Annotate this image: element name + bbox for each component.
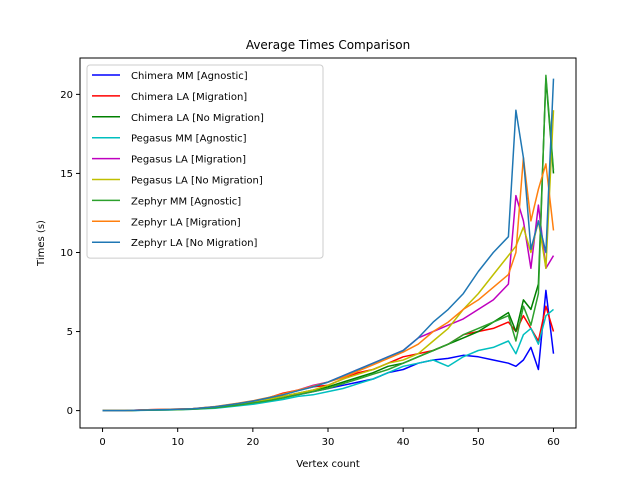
- y-tick-label-4: 20: [60, 90, 73, 101]
- series-layer: [102, 74, 555, 412]
- legend-label-2: Chimera LA [No Migration]: [131, 113, 264, 124]
- legend-label-1: Chimera LA [Migration]: [131, 92, 247, 103]
- x-tick-label-5: 50: [472, 437, 485, 448]
- x-tick-label-6: 60: [547, 437, 560, 448]
- y-tick-label-1: 5: [67, 327, 73, 338]
- x-axis: 0 10 20 30 40 50 60: [99, 428, 560, 448]
- x-tick-label-3: 30: [322, 437, 335, 448]
- series-line-6: [102, 74, 555, 412]
- x-axis-title: Vertex count: [296, 459, 360, 470]
- legend-label-8: Zephyr LA [No Migration]: [131, 238, 258, 249]
- legend-label-0: Chimera MM [Agnostic]: [131, 71, 248, 82]
- y-axis-title: Times (s): [36, 220, 47, 267]
- legend-label-5: Pegasus LA [No Migration]: [131, 176, 263, 187]
- y-tick-label-3: 15: [60, 169, 73, 180]
- x-tick-label-1: 10: [171, 437, 184, 448]
- legend: Chimera MM [Agnostic] Chimera LA [Migrati…: [86, 64, 324, 259]
- legend-label-4: Pegasus LA [Migration]: [131, 155, 246, 166]
- series-line-8: [102, 78, 555, 412]
- legend-frame: [86, 64, 324, 259]
- x-tick-label-4: 40: [397, 437, 410, 448]
- chart-title: Average Times Comparison: [246, 38, 410, 52]
- y-axis: 0 5 10 15 20: [60, 90, 80, 417]
- x-tick-label-2: 20: [246, 437, 259, 448]
- y-tick-label-0: 0: [67, 406, 73, 417]
- legend-label-3: Pegasus MM [Agnostic]: [131, 134, 247, 145]
- legend-label-6: Zephyr MM [Agnostic]: [131, 196, 241, 207]
- x-tick-label-0: 0: [99, 437, 105, 448]
- y-tick-label-2: 10: [60, 248, 73, 259]
- legend-label-7: Zephyr LA [Migration]: [131, 217, 241, 228]
